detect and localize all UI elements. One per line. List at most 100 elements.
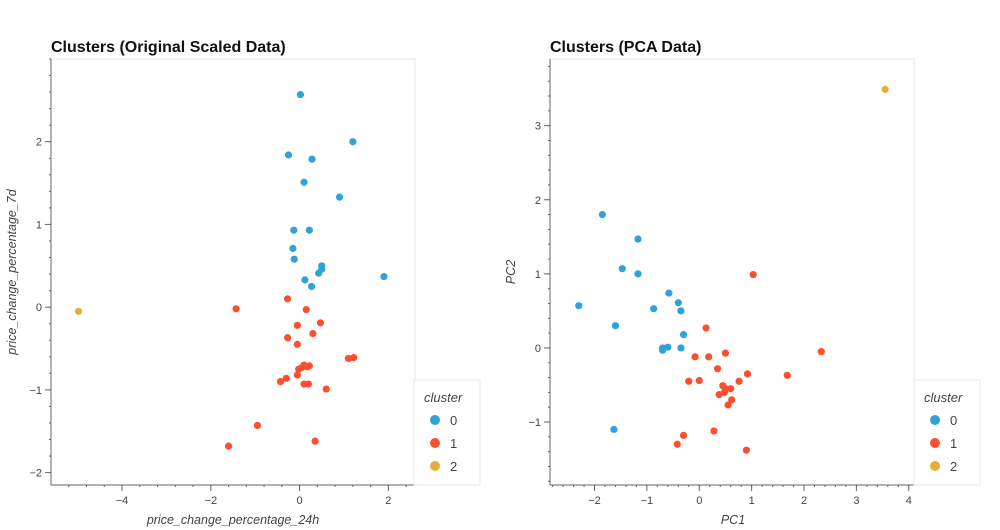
point-cluster-1[interactable] (309, 330, 317, 338)
point-cluster-1[interactable] (679, 431, 688, 439)
point-cluster-0[interactable] (665, 289, 673, 297)
point-cluster-1[interactable] (295, 365, 303, 373)
point-cluster-0[interactable] (349, 138, 357, 146)
point-cluster-1[interactable] (311, 437, 319, 445)
point-cluster-1[interactable] (749, 270, 757, 279)
x-tick-label: −2 (205, 495, 218, 507)
point-cluster-0[interactable] (598, 210, 606, 219)
point-cluster-1[interactable] (316, 319, 325, 327)
point-cluster-0[interactable] (301, 276, 309, 284)
point-cluster-0[interactable] (611, 322, 620, 330)
point-cluster-1[interactable] (253, 421, 262, 430)
point-cluster-1[interactable] (284, 295, 292, 303)
legend-swatch[interactable] (430, 415, 440, 425)
point-cluster-0[interactable] (659, 346, 667, 354)
point-cluster-1[interactable] (232, 305, 240, 313)
legend-label[interactable]: 2 (950, 459, 957, 474)
point-cluster-0[interactable] (380, 272, 388, 281)
point-cluster-0[interactable] (610, 425, 618, 434)
point-cluster-1[interactable] (344, 354, 353, 363)
point-cluster-1[interactable] (817, 348, 825, 356)
y-axis: −1 0 1 2 3 (528, 59, 551, 485)
point-cluster-1[interactable] (735, 377, 743, 385)
point-cluster-2[interactable] (74, 307, 83, 315)
y-axis: −2 −1 0 1 2 (29, 58, 52, 485)
point-cluster-1[interactable] (783, 371, 791, 379)
point-cluster-1[interactable] (702, 324, 710, 332)
point-cluster-1[interactable] (691, 353, 699, 361)
point-cluster-0[interactable] (284, 151, 293, 159)
legend-label[interactable]: 1 (450, 436, 457, 451)
point-cluster-1[interactable] (720, 388, 729, 396)
x-tick-label: 4 (906, 495, 912, 507)
legend-swatch[interactable] (430, 461, 440, 471)
point-cluster-0[interactable] (677, 344, 685, 352)
point-cluster-1[interactable] (727, 385, 735, 393)
legend-items[interactable]: 0 1 2 (930, 413, 957, 474)
legend-items[interactable]: 0 1 2 (430, 413, 457, 474)
point-cluster-0[interactable] (307, 282, 316, 291)
point-cluster-1[interactable] (282, 374, 290, 382)
legend-label[interactable]: 2 (450, 459, 457, 474)
x-tick-label: 0 (297, 495, 303, 507)
point-cluster-1[interactable] (710, 427, 718, 435)
point-cluster-0[interactable] (677, 307, 685, 315)
plot-frame (549, 58, 915, 486)
point-cluster-0[interactable] (290, 255, 298, 263)
point-cluster-0[interactable] (300, 178, 308, 186)
point-cluster-0[interactable] (618, 265, 626, 273)
point-cluster-1[interactable] (276, 378, 285, 386)
point-cluster-1[interactable] (673, 440, 681, 448)
point-cluster-1[interactable] (743, 370, 752, 378)
legend[interactable]: cluster 0 1 2 (913, 379, 981, 486)
point-cluster-1[interactable] (293, 321, 301, 329)
point-cluster-0[interactable] (664, 343, 672, 351)
point-cluster-1[interactable] (713, 365, 722, 373)
point-cluster-0[interactable] (650, 305, 658, 313)
legend-swatch[interactable] (930, 461, 940, 471)
point-cluster-1[interactable] (350, 354, 358, 362)
point-cluster-0[interactable] (634, 270, 642, 278)
y-tick-label: −1 (528, 417, 541, 429)
point-cluster-1[interactable] (284, 334, 292, 342)
legend-swatch[interactable] (930, 415, 940, 425)
legend-label[interactable]: 0 (450, 413, 457, 428)
point-cluster-1[interactable] (224, 442, 233, 450)
point-cluster-0[interactable] (308, 155, 316, 163)
point-cluster-0[interactable] (305, 226, 313, 234)
point-cluster-1[interactable] (728, 396, 736, 404)
point-cluster-0[interactable] (679, 331, 688, 339)
x-tick-label: 2 (801, 495, 807, 507)
legend-label[interactable]: 0 (950, 413, 957, 428)
point-cluster-1[interactable] (685, 377, 693, 385)
y-tick-label: 0 (36, 302, 42, 314)
chart-title: Clusters (Original Scaled Data) (51, 39, 286, 56)
point-cluster-1[interactable] (293, 371, 301, 379)
point-cluster-1[interactable] (721, 349, 730, 357)
point-cluster-0[interactable] (296, 90, 305, 99)
point-cluster-1[interactable] (304, 380, 313, 388)
point-cluster-1[interactable] (724, 401, 732, 409)
legend-label[interactable]: 1 (950, 436, 957, 451)
point-cluster-1[interactable] (305, 362, 313, 370)
point-cluster-1[interactable] (695, 376, 703, 385)
scatter-points (74, 90, 388, 450)
point-cluster-1[interactable] (293, 340, 301, 348)
point-cluster-0[interactable] (290, 226, 298, 234)
point-cluster-0[interactable] (575, 302, 583, 310)
point-cluster-0[interactable] (335, 193, 344, 201)
point-cluster-0[interactable] (674, 299, 682, 307)
y-tick-label: 2 (36, 137, 42, 149)
point-cluster-1[interactable] (705, 353, 713, 361)
point-cluster-2[interactable] (881, 85, 889, 93)
point-cluster-0[interactable] (318, 262, 326, 270)
point-cluster-1[interactable] (742, 446, 751, 454)
point-cluster-0[interactable] (289, 244, 297, 253)
point-cluster-1[interactable] (302, 306, 310, 314)
legend-swatch[interactable] (430, 438, 440, 448)
point-cluster-1[interactable] (322, 385, 330, 393)
legend-swatch[interactable] (930, 438, 940, 448)
legend-box (913, 379, 981, 486)
point-cluster-0[interactable] (634, 235, 642, 243)
legend[interactable]: cluster 0 1 2 (413, 379, 481, 486)
